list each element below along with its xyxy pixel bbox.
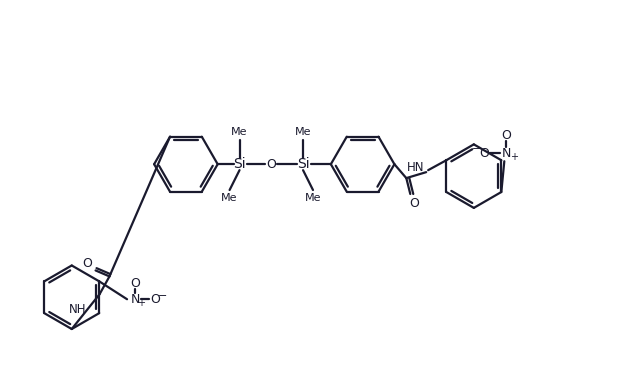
Text: Si: Si — [233, 157, 246, 171]
Text: O: O — [480, 147, 490, 160]
Text: O: O — [502, 129, 511, 142]
Text: O: O — [150, 293, 159, 306]
Text: N: N — [502, 147, 511, 160]
Text: Me: Me — [231, 127, 248, 137]
Text: O: O — [130, 277, 140, 290]
Text: Me: Me — [295, 127, 312, 137]
Text: O: O — [83, 257, 93, 270]
Text: Me: Me — [305, 193, 321, 203]
Text: Si: Si — [297, 157, 310, 171]
Text: Me: Me — [221, 193, 238, 203]
Text: +: + — [137, 298, 145, 308]
Text: −: − — [158, 291, 168, 301]
Text: HN: HN — [406, 161, 424, 174]
Text: O: O — [267, 158, 276, 171]
Text: O: O — [409, 197, 419, 210]
Text: +: + — [510, 152, 518, 162]
Text: −: − — [472, 144, 481, 154]
Text: N: N — [130, 293, 140, 306]
Text: NH: NH — [69, 303, 87, 316]
